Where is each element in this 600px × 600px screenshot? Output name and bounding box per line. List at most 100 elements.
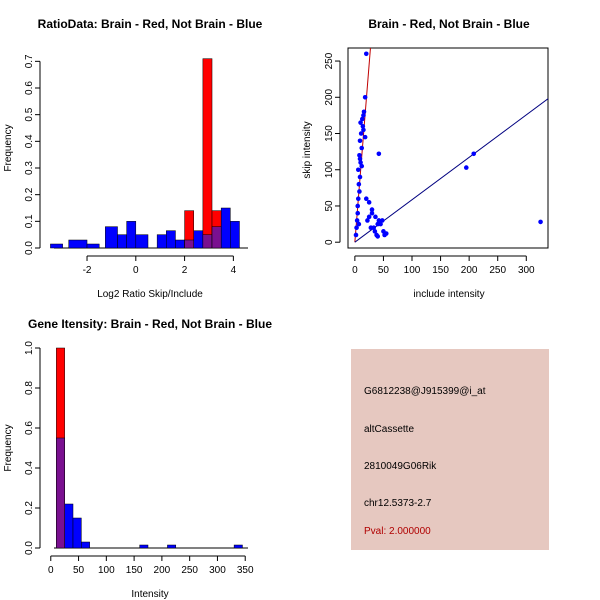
intensity-x-tick-label: 100: [98, 565, 115, 576]
ratio-y-tick-label: 0.7: [24, 54, 35, 68]
scatter-point: [359, 145, 365, 151]
scatter-y-tick-label: 200: [324, 88, 335, 105]
intensity-x-tick-label: 300: [209, 565, 226, 576]
intensity-x-tick-label: 0: [48, 565, 54, 576]
scatter-fit-lines: [354, 48, 548, 243]
scatter-point: [538, 219, 543, 225]
intensity-bar-not-brain: [233, 544, 243, 549]
ratio-histogram-panel: RatioData: Brain - Red, Not Brain - Blue…: [3, 17, 263, 300]
scatter-point: [359, 116, 365, 122]
ratio-x-tick-label: 4: [231, 265, 237, 276]
scatter-fit-line: [354, 48, 371, 243]
ratio-bar-not-brain: [105, 226, 118, 249]
scatter-x-tick-label: 300: [518, 265, 535, 276]
intensity-y-tick-label: 0.2: [24, 501, 35, 515]
intensity-histogram-title: Gene Itensity: Brain - Red, Not Brain - …: [28, 317, 272, 331]
scatter-point: [365, 218, 370, 223]
ratio-y-tick-label: 0.3: [24, 161, 35, 175]
intensity-x-tick-label: 350: [237, 565, 254, 576]
ratio-histogram-ylabel: Frequency: [3, 124, 14, 171]
scatter-point: [357, 152, 362, 158]
intensity-x-tick-label: 150: [126, 565, 143, 576]
ratio-bar-not-brain: [230, 221, 240, 249]
ratio-y-tick-label: 0.6: [24, 81, 35, 95]
ratio-bar-not-brain: [126, 221, 137, 249]
scatter-x-tick-label: 50: [378, 265, 390, 276]
intensity-histogram-axes: 0 50 100 150 200 250 300 350 0.0 0.2 0.4 0.6 0.8 1.0: [24, 341, 254, 576]
scatter-point: [361, 109, 367, 115]
probe-id-text: G6812238@J915399@i_at: [364, 386, 486, 397]
scatter-x-tick-label: 250: [489, 265, 506, 276]
scatter-point: [360, 123, 366, 129]
scatter-x-tick-label: 0: [352, 265, 358, 276]
scatter-point: [372, 229, 378, 234]
intensity-x-tick-label: 200: [154, 565, 171, 576]
intensity-y-tick-label: 0.8: [24, 381, 35, 395]
intensity-bar-not-brain: [139, 544, 149, 549]
scatter-point: [357, 138, 363, 144]
scatter-y-tick-label: 250: [324, 52, 335, 69]
scatter-point: [356, 221, 362, 227]
scatter-point: [463, 165, 469, 170]
intensity-bar-not-brain: [64, 503, 74, 549]
ratio-bar-not-brain: [175, 239, 185, 249]
intensity-bar-not-brain: [81, 541, 90, 549]
intensity-histogram-panel: Gene Itensity: Brain - Red, Not Brain - …: [3, 317, 272, 600]
scatter-point: [379, 218, 385, 223]
scatter-title: Brain - Red, Not Brain - Blue: [368, 17, 530, 31]
ratio-bar-not-brain: [193, 230, 204, 249]
scatter-point: [366, 214, 372, 220]
gene-name-text: 2810049G06Rik: [364, 461, 437, 472]
intensity-y-tick-label: 0.4: [24, 461, 35, 475]
ratio-bar-overlap: [211, 226, 222, 249]
ratio-bar-brain: [202, 58, 213, 249]
ratio-bar-not-brain: [220, 207, 231, 249]
probe-info-panel: G6812238@J915399@i_at altCassette 281004…: [351, 349, 549, 550]
scatter-point: [375, 234, 381, 239]
scatter-y-tick-label: 50: [324, 200, 335, 212]
scatter-point: [376, 218, 382, 223]
intensity-bar-not-brain: [72, 517, 82, 549]
scatter-point: [363, 51, 369, 57]
scatter-point: [355, 203, 361, 209]
scatter-x-tick-label: 100: [404, 265, 421, 276]
ratio-bar-not-brain: [117, 234, 127, 249]
location-text: chr12.5373-2.7: [364, 498, 432, 509]
ratio-y-tick-label: 0.0: [24, 241, 35, 255]
scatter-point: [356, 181, 362, 187]
scatter-point: [355, 196, 361, 202]
scatter-point: [357, 156, 363, 162]
ratio-x-tick-label: 0: [133, 265, 139, 276]
scatter-point: [361, 113, 366, 118]
scatter-point: [366, 200, 372, 205]
ratio-y-tick-label: 0.1: [24, 214, 35, 228]
ratio-histogram-title: RatioData: Brain - Red, Not Brain - Blue: [38, 17, 263, 31]
scatter-x-tick-label: 150: [432, 265, 449, 276]
ratio-bar-not-brain: [86, 243, 100, 249]
ratio-x-tick-label: 2: [182, 265, 188, 276]
ratio-bar-overlap: [184, 239, 194, 249]
scatter-plot-frame: [347, 47, 549, 249]
intensity-y-tick-label: 0.0: [24, 541, 35, 555]
scatter-points: [353, 51, 543, 239]
ratio-y-tick-label: 0.2: [24, 187, 35, 201]
ratio-histogram-bars: [50, 58, 248, 249]
scatter-panel: Brain - Red, Not Brain - Blue 0 50 100 150 2…: [302, 17, 549, 300]
intensity-histogram-xlabel: Intensity: [131, 589, 168, 600]
intensity-histogram-ylabel: Frequency: [3, 424, 14, 471]
scatter-y-tick-label: 100: [324, 161, 335, 178]
scatter-point: [362, 94, 368, 100]
ratio-bar-not-brain: [50, 243, 63, 249]
scatter-point: [373, 214, 378, 220]
scatter-fit-line: [354, 98, 548, 243]
scatter-point: [358, 160, 363, 165]
scatter-point: [358, 120, 363, 125]
scatter-point: [383, 231, 389, 236]
intensity-bar-overlap: [56, 437, 65, 549]
scatter-point: [355, 210, 361, 216]
scatter-y-tick-label: 0: [324, 239, 335, 245]
scatter-point: [369, 207, 375, 212]
scatter-point: [358, 131, 364, 136]
scatter-axes: 0 50 100 150 200 250 300 0 50 100 150 200 250: [324, 52, 535, 276]
ratio-x-tick-label: -2: [83, 265, 92, 276]
